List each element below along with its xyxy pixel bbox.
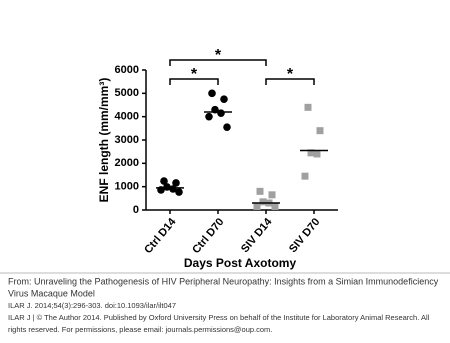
y-tick-label: 0 [133, 204, 139, 216]
caption-copyright: rights reserved. For permissions, please… [8, 325, 272, 334]
data-point [256, 187, 264, 195]
data-point [205, 112, 213, 121]
y-tick-label: 3000 [115, 134, 139, 146]
data-point [175, 188, 183, 196]
significance-bracket [169, 59, 267, 66]
data-point [307, 149, 315, 157]
y-tick-label: 6000 [115, 64, 139, 76]
data-point [172, 179, 180, 187]
caption-source: From: Unraveling the Pathogenesis of HIV… [8, 276, 439, 286]
data-point [160, 177, 168, 185]
y-tick-label: 1000 [115, 181, 139, 193]
y-tick-label: 5000 [115, 87, 139, 99]
x-tick-label: SIV D14 [239, 215, 275, 255]
significance-label: * [215, 47, 222, 64]
significance-label: * [191, 66, 198, 83]
data-point [217, 109, 225, 117]
significance-label: * [287, 66, 294, 83]
significance-bracket [265, 78, 315, 85]
significance-bracket [169, 78, 219, 85]
data-point [208, 89, 216, 98]
caption-source: Virus Macaque Model [8, 288, 95, 298]
y-axis-label: ENF length (mm/mm³) [97, 78, 111, 203]
data-point [163, 183, 171, 191]
data-point [301, 172, 309, 180]
data-point [253, 203, 261, 210]
data-point [268, 191, 276, 199]
x-tick-label: Ctrl D70 [190, 216, 226, 256]
data-point [271, 203, 279, 210]
x-axis-label: Days Post Axotomy [184, 256, 297, 270]
caption-copyright: ILAR J | © The Author 2014. Published by… [8, 313, 430, 322]
x-tick-label: SIV D70 [287, 216, 323, 255]
x-tick-label: Ctrl D14 [142, 215, 179, 256]
data-point [220, 95, 228, 103]
data-point [304, 103, 312, 111]
y-tick-label: 4000 [115, 111, 139, 123]
caption-citation: ILAR J. 2014;54(3):296-303. doi:10.1093/… [8, 301, 176, 310]
data-point [316, 127, 324, 135]
data-point [259, 198, 267, 206]
y-tick-label: 2000 [115, 157, 139, 169]
data-point [223, 123, 231, 131]
data-point [313, 150, 321, 158]
